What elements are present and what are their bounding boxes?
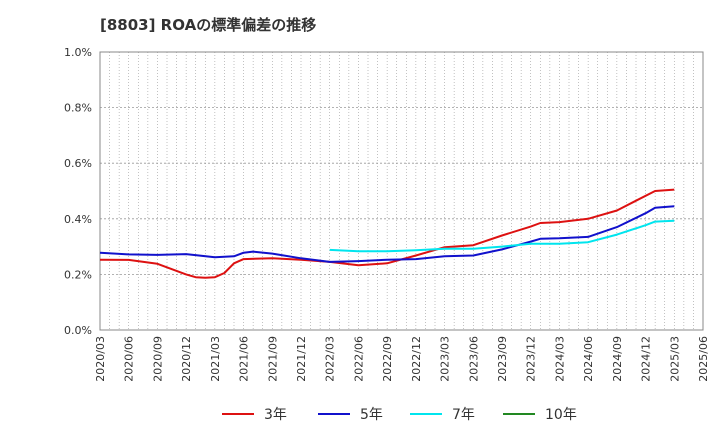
x-tick-label: 2020/09 [151,336,164,382]
x-tick-label: 2022/12 [410,336,423,382]
x-tick-label: 2021/09 [266,336,279,382]
x-tick-label: 2025/03 [668,336,681,382]
y-tick-label: 0.2% [64,268,92,281]
x-tick-label: 2022/06 [352,336,365,382]
x-tick-label: 2024/06 [582,336,595,382]
x-tick-label: 2023/12 [525,336,538,382]
x-tick-label: 2020/12 [180,336,193,382]
y-tick-label: 0.4% [64,213,92,226]
legend-label: 10年 [545,407,577,423]
x-tick-label: 2023/03 [439,336,452,382]
x-tick-label: 2021/03 [209,336,222,382]
legend-label: 3年 [264,407,287,423]
x-tick-label: 2022/03 [324,336,337,382]
x-tick-label: 2023/09 [496,336,509,382]
x-tick-label: 2021/06 [238,336,251,382]
x-tick-label: 2024/12 [640,336,653,382]
legend-label: 7年 [452,407,475,423]
y-tick-label: 0.8% [64,102,92,115]
x-tick-label: 2024/03 [553,336,566,382]
x-axis-ticks: 2020/03 2020/06 2020/09 2020/12 2021/03 2021/… [94,336,710,382]
series-line-3年 [99,188,675,279]
series-line-5年 [99,205,675,263]
x-tick-label: 2022/09 [381,336,394,382]
x-tick-label: 2021/12 [295,336,308,382]
x-tick-label: 2023/06 [467,336,480,382]
legend-label: 5年 [360,407,383,423]
y-tick-label: 0.0% [64,324,92,337]
plot-area [100,52,703,330]
chart-title: [8803] ROAの標準偏差の推移 [100,16,317,34]
x-tick-label: 2025/06 [697,336,710,382]
x-tick-label: 2020/03 [94,336,107,382]
y-tick-label: 0.6% [64,157,92,170]
legend: 3年 5年 7年 10年 [222,407,577,423]
x-tick-label: 2020/06 [123,336,136,382]
grid-lines [100,52,703,330]
y-tick-label: 1.0% [64,46,92,59]
series-lines [99,188,675,279]
series-line-7年 [329,219,675,253]
plot-frame [99,51,704,331]
x-tick-label: 2024/09 [611,336,624,382]
y-axis-ticks: 0.0% 0.2% 0.4% 0.6% 0.8% 1.0% [64,46,92,337]
